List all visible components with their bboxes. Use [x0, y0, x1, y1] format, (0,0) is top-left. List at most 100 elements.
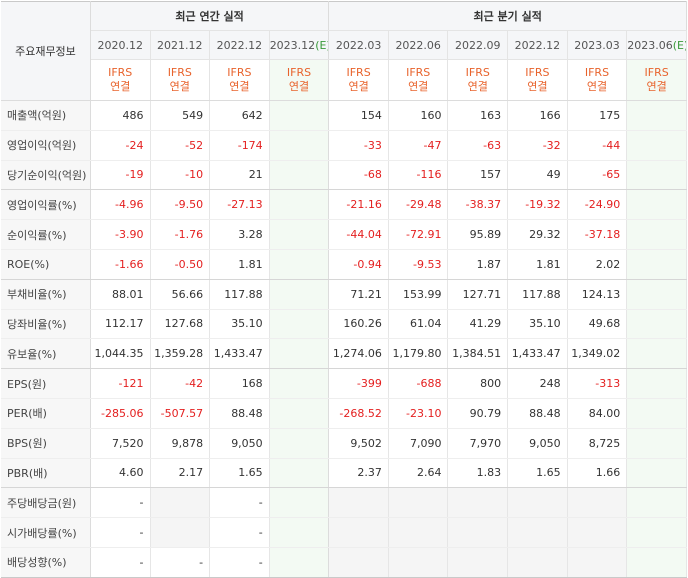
table-cell: 35.10 [209, 309, 270, 340]
table-cell [626, 130, 687, 161]
table-row: 유보율(%) 1,044.35 1,359.28 1,433.47 1,274.06 1,… [1, 338, 687, 370]
table-cell: 1,359.28 [150, 338, 211, 370]
table-cell: 163 [447, 100, 509, 131]
table-cell: 1,179.80 [388, 338, 449, 370]
table-cell: -37.18 [567, 219, 628, 250]
table-cell: 9,878 [150, 428, 211, 459]
row-label: 순이익률(%) [1, 219, 91, 250]
period-header: 2020.12 [90, 30, 151, 60]
table-cell: 549 [150, 100, 211, 131]
ifrs-label: IFRS [286, 66, 312, 79]
table-row: 영업이익(억원) -24 -52 -174 -33 -47 -63 -32 -44 [1, 130, 687, 161]
ifrs-header: IFRS 연결 [388, 59, 449, 101]
table-cell: 1.81 [507, 249, 568, 280]
row-label: 매출액(억원) [1, 100, 91, 131]
table-cell [150, 487, 211, 519]
table-row: 주당배당금(원) - - [1, 487, 687, 519]
table-cell: 3.28 [209, 219, 270, 250]
table-cell: - [90, 547, 151, 578]
table-cell: -19 [90, 160, 151, 191]
period-header: 2022.12 [209, 30, 270, 60]
table-cell: 153.99 [388, 279, 449, 310]
table-cell [567, 547, 628, 578]
table-cell [626, 309, 687, 340]
table-cell: - [209, 547, 270, 578]
table-cell: -688 [388, 368, 449, 399]
table-cell: 7,090 [388, 428, 449, 459]
consolidated-label: 연결 [586, 80, 608, 93]
period-label: 2023.12 [269, 38, 316, 52]
table-cell: -9.53 [388, 249, 449, 280]
table-cell: 88.48 [209, 398, 270, 429]
table-cell: -29.48 [388, 189, 449, 221]
table-cell: 41.29 [447, 309, 509, 340]
period-label: 2022.12 [216, 38, 263, 52]
table-cell [269, 160, 330, 191]
row-label: 당기순이익(억원) [1, 160, 91, 191]
consolidated-label: 연결 [467, 80, 488, 93]
table-cell [269, 458, 330, 489]
table-cell [269, 338, 330, 370]
table-cell: 21 [209, 160, 270, 191]
table-cell: 8,725 [567, 428, 628, 459]
row-label: 시가배당률(%) [1, 517, 91, 548]
table-cell: 1,274.06 [328, 338, 389, 370]
table-cell: -65 [567, 160, 628, 191]
period-label: 2023.06 [627, 38, 673, 52]
table-cell: 2.17 [150, 458, 211, 489]
table-cell [626, 458, 687, 489]
table-cell [626, 249, 687, 280]
ifrs-header: IFRS 연결 [507, 59, 568, 101]
table-cell: 1.87 [447, 249, 509, 280]
table-row: PER(배) -285.06 -507.57 88.48 -268.52 -23.10 90… [1, 398, 687, 429]
table-cell: -63 [447, 130, 509, 161]
table-cell: 29.32 [507, 219, 568, 250]
table-cell: 61.04 [388, 309, 449, 340]
period-label: 2021.12 [157, 38, 203, 52]
period-label: 2022.09 [455, 38, 501, 52]
period-header: 2022.03 [328, 30, 389, 60]
table-cell: -24 [90, 130, 151, 161]
table-row: 영업이익률(%) -4.96 -9.50 -27.13 -21.16 -29.48 -38.… [1, 189, 687, 221]
table-cell: 1,433.47 [507, 338, 568, 370]
consolidated-label: 연결 [110, 80, 131, 93]
table-cell: 175 [567, 100, 628, 131]
table-cell: 127.68 [150, 309, 211, 340]
estimate-mark: (E) [672, 38, 686, 52]
table-cell: 117.88 [209, 279, 270, 310]
ifrs-label: IFRS [465, 66, 490, 79]
table-cell: 127.71 [447, 279, 509, 310]
ifrs-header: IFRS 연결 [209, 59, 270, 101]
table-cell: 4.60 [90, 458, 151, 489]
table-cell: 117.88 [507, 279, 568, 310]
table-cell: 9,502 [328, 428, 389, 459]
table-cell [269, 309, 330, 340]
consolidated-label: 연결 [646, 80, 667, 93]
table-cell: 157 [447, 160, 509, 191]
table-cell [626, 279, 687, 310]
table-cell: 49.68 [567, 309, 628, 340]
table-cell [269, 398, 330, 429]
table-cell: 9,050 [209, 428, 270, 459]
table-cell [269, 547, 330, 578]
table-cell [269, 189, 330, 221]
table-cell: 642 [209, 100, 270, 131]
period-header: 2022.09 [447, 30, 509, 60]
ifrs-header: IFRS 연결 [328, 59, 389, 101]
estimate-mark: (E) [315, 38, 328, 52]
table-cell: 88.01 [90, 279, 151, 310]
row-label: BPS(원) [1, 428, 91, 459]
table-cell [626, 160, 687, 191]
period-header: 2021.12 [150, 30, 211, 60]
table-cell: -24.90 [567, 189, 628, 221]
table-row: 순이익률(%) -3.90 -1.76 3.28 -44.04 -72.91 95.89 29… [1, 219, 687, 250]
table-cell: -10 [150, 160, 211, 191]
table-cell [447, 487, 509, 519]
table-cell: -19.32 [507, 189, 568, 221]
table-cell: -0.50 [150, 249, 211, 280]
table-cell: -33 [328, 130, 389, 161]
table-cell: 166 [507, 100, 568, 131]
table-cell [269, 249, 330, 280]
row-label: 유보율(%) [1, 338, 91, 370]
table-cell: -3.90 [90, 219, 151, 250]
